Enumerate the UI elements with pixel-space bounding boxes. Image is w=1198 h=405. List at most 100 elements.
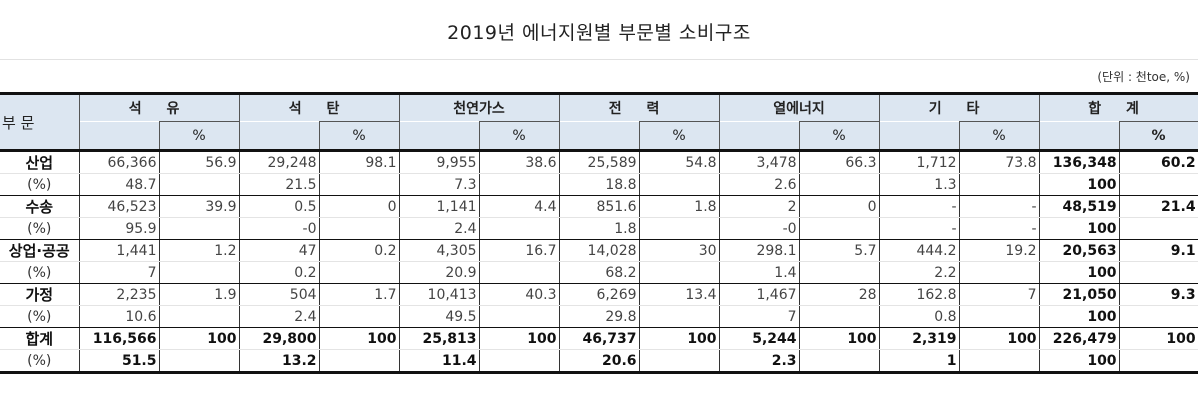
cell-value: 6,269	[558, 283, 640, 306]
cell-value: 136,348	[1038, 150, 1120, 174]
cell-value: 1.7	[318, 283, 400, 306]
cell-share	[798, 261, 880, 284]
cell-value: 9.1	[1118, 239, 1198, 262]
title-divider	[0, 59, 1198, 60]
table-row-industry-share: (%) 48.7 21.5 7.3 18.8 2.6 1.3 100	[0, 173, 1198, 196]
table-row-total-share: (%) 51.5 13.2 11.4 20.6 2.3 1 100	[0, 349, 1198, 373]
cell-share	[478, 217, 560, 240]
cell-value: 504	[238, 283, 320, 306]
cell-share	[638, 305, 720, 328]
cell-share	[1118, 349, 1198, 373]
cell-value: 4,305	[398, 239, 480, 262]
cell-value: 0.2	[318, 239, 400, 262]
table-row-commercial-public-share: (%) 7 0.2 20.9 68.2 1.4 2.2 100	[0, 261, 1198, 284]
cell-share	[1118, 173, 1198, 196]
cell-share: 29.8	[558, 305, 640, 328]
cell-value: 46,737	[558, 327, 640, 350]
cell-value: 40.3	[478, 283, 560, 306]
header-petroleum: 석 유	[78, 93, 240, 122]
cell-share	[478, 261, 560, 284]
header-heat-energy-pct: %	[798, 121, 880, 151]
cell-share: -	[958, 217, 1040, 240]
cell-share: 100	[1038, 349, 1120, 373]
cell-value: 66,366	[78, 150, 160, 174]
table-body: 산업 66,366 56.9 29,248 98.1 9,955 38.6 25,589 54.…	[0, 150, 1198, 373]
header-natural-gas: 천연가스	[398, 93, 560, 122]
cell-value: 14,028	[558, 239, 640, 262]
cell-share: 0.8	[878, 305, 960, 328]
cell-share: 1	[878, 349, 960, 373]
cell-share: 1.8	[558, 217, 640, 240]
cell-value: 20,563	[1038, 239, 1120, 262]
cell-share: 100	[1038, 305, 1120, 328]
cell-share: 7	[718, 305, 800, 328]
cell-share: 20.9	[398, 261, 480, 284]
cell-share: 2.6	[718, 173, 800, 196]
cell-value: 0	[318, 195, 400, 218]
cell-share	[1118, 261, 1198, 284]
cell-value: 100	[958, 327, 1040, 350]
row-sublabel: (%)	[0, 217, 80, 240]
header-total: 합 계	[1038, 93, 1198, 122]
header-electricity-pct: %	[638, 121, 720, 151]
table-row-household-share: (%) 10.6 2.4 49.5 29.8 7 0.8 100	[0, 305, 1198, 328]
cell-share: 68.2	[558, 261, 640, 284]
cell-value: 21,050	[1038, 283, 1120, 306]
header-total-value	[1038, 121, 1120, 151]
cell-share	[318, 349, 400, 373]
cell-share: 7	[78, 261, 160, 284]
cell-value: 38.6	[478, 150, 560, 174]
cell-share: 2.4	[398, 217, 480, 240]
energy-consumption-table: 부 문 석 유 석 탄 천연가스 전 력 열에너지 기 타 합 계 % % % …	[0, 92, 1198, 374]
header-heat-energy-value	[718, 121, 800, 151]
cell-value: 0	[798, 195, 880, 218]
header-petroleum-value	[78, 121, 160, 151]
cell-share: 2.2	[878, 261, 960, 284]
unit-label: (단위 : 천toe, %)	[1097, 70, 1190, 84]
cell-share	[478, 173, 560, 196]
cell-value: 28	[798, 283, 880, 306]
table-row-total: 합계 116,566 100 29,800 100 25,813 100 46,737 100 5…	[0, 327, 1198, 350]
cell-share: 100	[1038, 217, 1120, 240]
cell-share	[318, 217, 400, 240]
cell-value: 100	[318, 327, 400, 350]
cell-share	[798, 305, 880, 328]
cell-share: 49.5	[398, 305, 480, 328]
header-row-groups: 부 문 석 유 석 탄 천연가스 전 력 열에너지 기 타 합 계	[0, 93, 1198, 151]
cell-value: 13.4	[638, 283, 720, 306]
row-label: 합계	[0, 327, 80, 350]
cell-share	[1118, 217, 1198, 240]
cell-share: -0	[238, 217, 320, 240]
cell-share	[798, 217, 880, 240]
cell-share	[958, 305, 1040, 328]
cell-share	[638, 217, 720, 240]
cell-share: 48.7	[78, 173, 160, 196]
row-label: 산업	[0, 150, 80, 174]
cell-share	[958, 173, 1040, 196]
cell-share	[798, 349, 880, 373]
header-row-pct: % % % % % % %	[0, 121, 1198, 151]
header-petroleum-pct: %	[158, 121, 240, 151]
cell-value: -	[958, 195, 1040, 218]
cell-value: 48,519	[1038, 195, 1120, 218]
table-row-household: 가정 2,235 1.9 504 1.7 10,413 40.3 6,269 13.4 1,467…	[0, 283, 1198, 306]
cell-value: 1.2	[158, 239, 240, 262]
cell-share	[158, 349, 240, 373]
table-row-transport-share: (%) 95.9 -0 2.4 1.8 -0- -100	[0, 217, 1198, 240]
row-label: 가정	[0, 283, 80, 306]
cell-value: 7	[958, 283, 1040, 306]
cell-share	[318, 261, 400, 284]
cell-value: 3,478	[718, 150, 800, 174]
cell-share: 100	[1038, 261, 1120, 284]
header-electricity: 전 력	[558, 93, 720, 122]
cell-share: 10.6	[78, 305, 160, 328]
header-heat-energy: 열에너지	[718, 93, 880, 122]
cell-share: 13.2	[238, 349, 320, 373]
cell-share: 51.5	[78, 349, 160, 373]
cell-value: 1,441	[78, 239, 160, 262]
cell-value: 56.9	[158, 150, 240, 174]
cell-share	[958, 261, 1040, 284]
cell-value: 9,955	[398, 150, 480, 174]
cell-value: 851.6	[558, 195, 640, 218]
cell-value: 226,479	[1038, 327, 1120, 350]
